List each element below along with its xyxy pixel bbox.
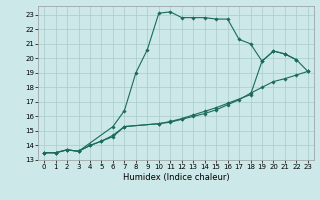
- X-axis label: Humidex (Indice chaleur): Humidex (Indice chaleur): [123, 173, 229, 182]
